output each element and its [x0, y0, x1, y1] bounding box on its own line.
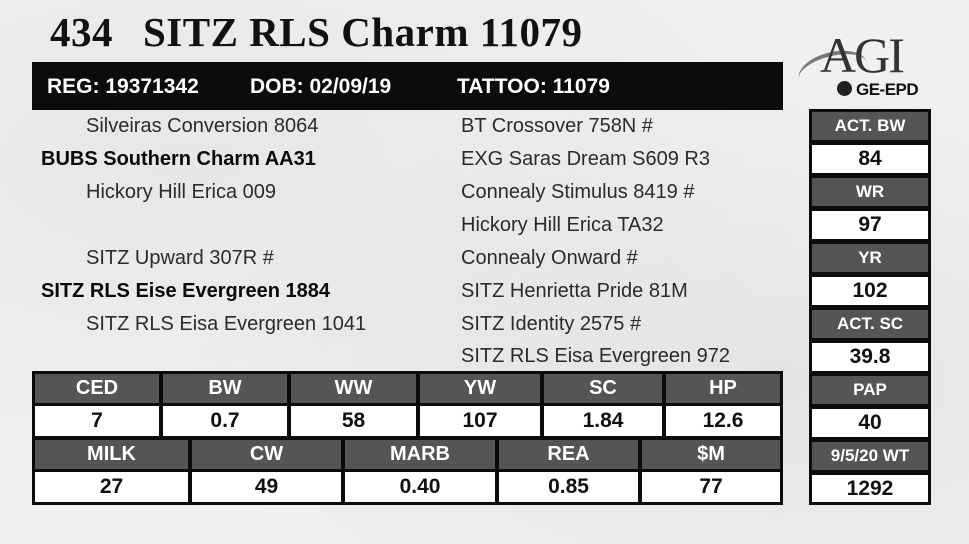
pedigree-dam-sire: SITZ Upward 307R # [86, 247, 274, 269]
pedigree-dam: SITZ RLS Eise Evergreen 1884 [41, 280, 331, 302]
pedigree-sire: BUBS Southern Charm AA31 [41, 148, 316, 170]
weight-value: 1292 [809, 472, 931, 505]
yr-value: 102 [809, 274, 931, 308]
dollar-m-value: 77 [642, 472, 780, 502]
pedigree-gen3-1: BT Crossover 758N # [461, 115, 653, 137]
pedigree-gen3-5: Connealy Onward # [461, 247, 638, 269]
birth-date: DOB: 02/09/19 [250, 75, 392, 98]
pedigree-gen3-4: Hickory Hill Erica TA32 [461, 214, 664, 236]
cw-label: CW [192, 440, 341, 469]
ced-value: 7 [35, 406, 159, 436]
cw-value: 49 [192, 472, 341, 502]
act-sc-label: ACT. SC [809, 307, 931, 341]
rea-label: REA [499, 440, 638, 469]
yr-label: YR [809, 241, 931, 275]
logo-sub-text: GE-EPD [856, 80, 919, 99]
pedigree-gen3-7: SITZ Identity 2575 # [461, 313, 642, 335]
act-bw-label: ACT. BW [809, 109, 931, 143]
bw-label: BW [163, 374, 287, 403]
pedigree-gen3-8: SITZ RLS Eisa Evergreen 972 [461, 345, 731, 367]
lot-number: 434 [50, 9, 113, 55]
agi-logo: AGI GE-EPD [794, 27, 938, 100]
pedigree-dam-dam: SITZ RLS Eisa Evergreen 1041 [86, 313, 367, 335]
milk-label: MILK [35, 440, 188, 469]
animal-name: SITZ RLS Charm 11079 [143, 9, 583, 55]
pedigree-gen3-3: Connealy Stimulus 8419 # [461, 181, 695, 203]
hp-value: 12.6 [666, 406, 780, 436]
logo-main-text: AGI [820, 27, 905, 83]
sc-value: 1.84 [544, 406, 662, 436]
weight-date-label: 9/5/20 WT [809, 439, 931, 473]
marb-value: 0.40 [345, 472, 495, 502]
hp-label: HP [666, 374, 780, 403]
act-bw-value: 84 [809, 142, 931, 176]
pap-value: 40 [809, 406, 931, 440]
ww-label: WW [291, 374, 416, 403]
pedigree-gen3-6: SITZ Henrietta Pride 81M [461, 280, 688, 302]
act-sc-value: 39.8 [809, 340, 931, 374]
yw-value: 107 [420, 406, 540, 436]
tattoo: TATTOO: 11079 [457, 75, 610, 98]
marb-label: MARB [345, 440, 495, 469]
pedigree-gen3-2: EXG Saras Dream S609 R3 [461, 148, 710, 170]
rea-value: 0.85 [499, 472, 638, 502]
ced-label: CED [35, 374, 159, 403]
pap-label: PAP [809, 373, 931, 407]
bw-value: 0.7 [163, 406, 287, 436]
animal-title: 434 SITZ RLS Charm 11079 [50, 8, 582, 56]
ww-value: 58 [291, 406, 416, 436]
pedigree-sire-sire: Silveiras Conversion 8064 [86, 115, 319, 137]
logo-dot-icon [837, 81, 852, 96]
registration-bar: REG: 19371342 DOB: 02/09/19 TATTOO: 1107… [32, 62, 783, 110]
reg-number: REG: 19371342 [47, 75, 199, 98]
milk-value: 27 [35, 472, 188, 502]
wr-label: WR [809, 175, 931, 209]
yw-label: YW [420, 374, 540, 403]
sc-label: SC [544, 374, 662, 403]
dollar-m-label: $M [642, 440, 780, 469]
wr-value: 97 [809, 208, 931, 242]
pedigree-sire-dam: Hickory Hill Erica 009 [86, 181, 277, 203]
